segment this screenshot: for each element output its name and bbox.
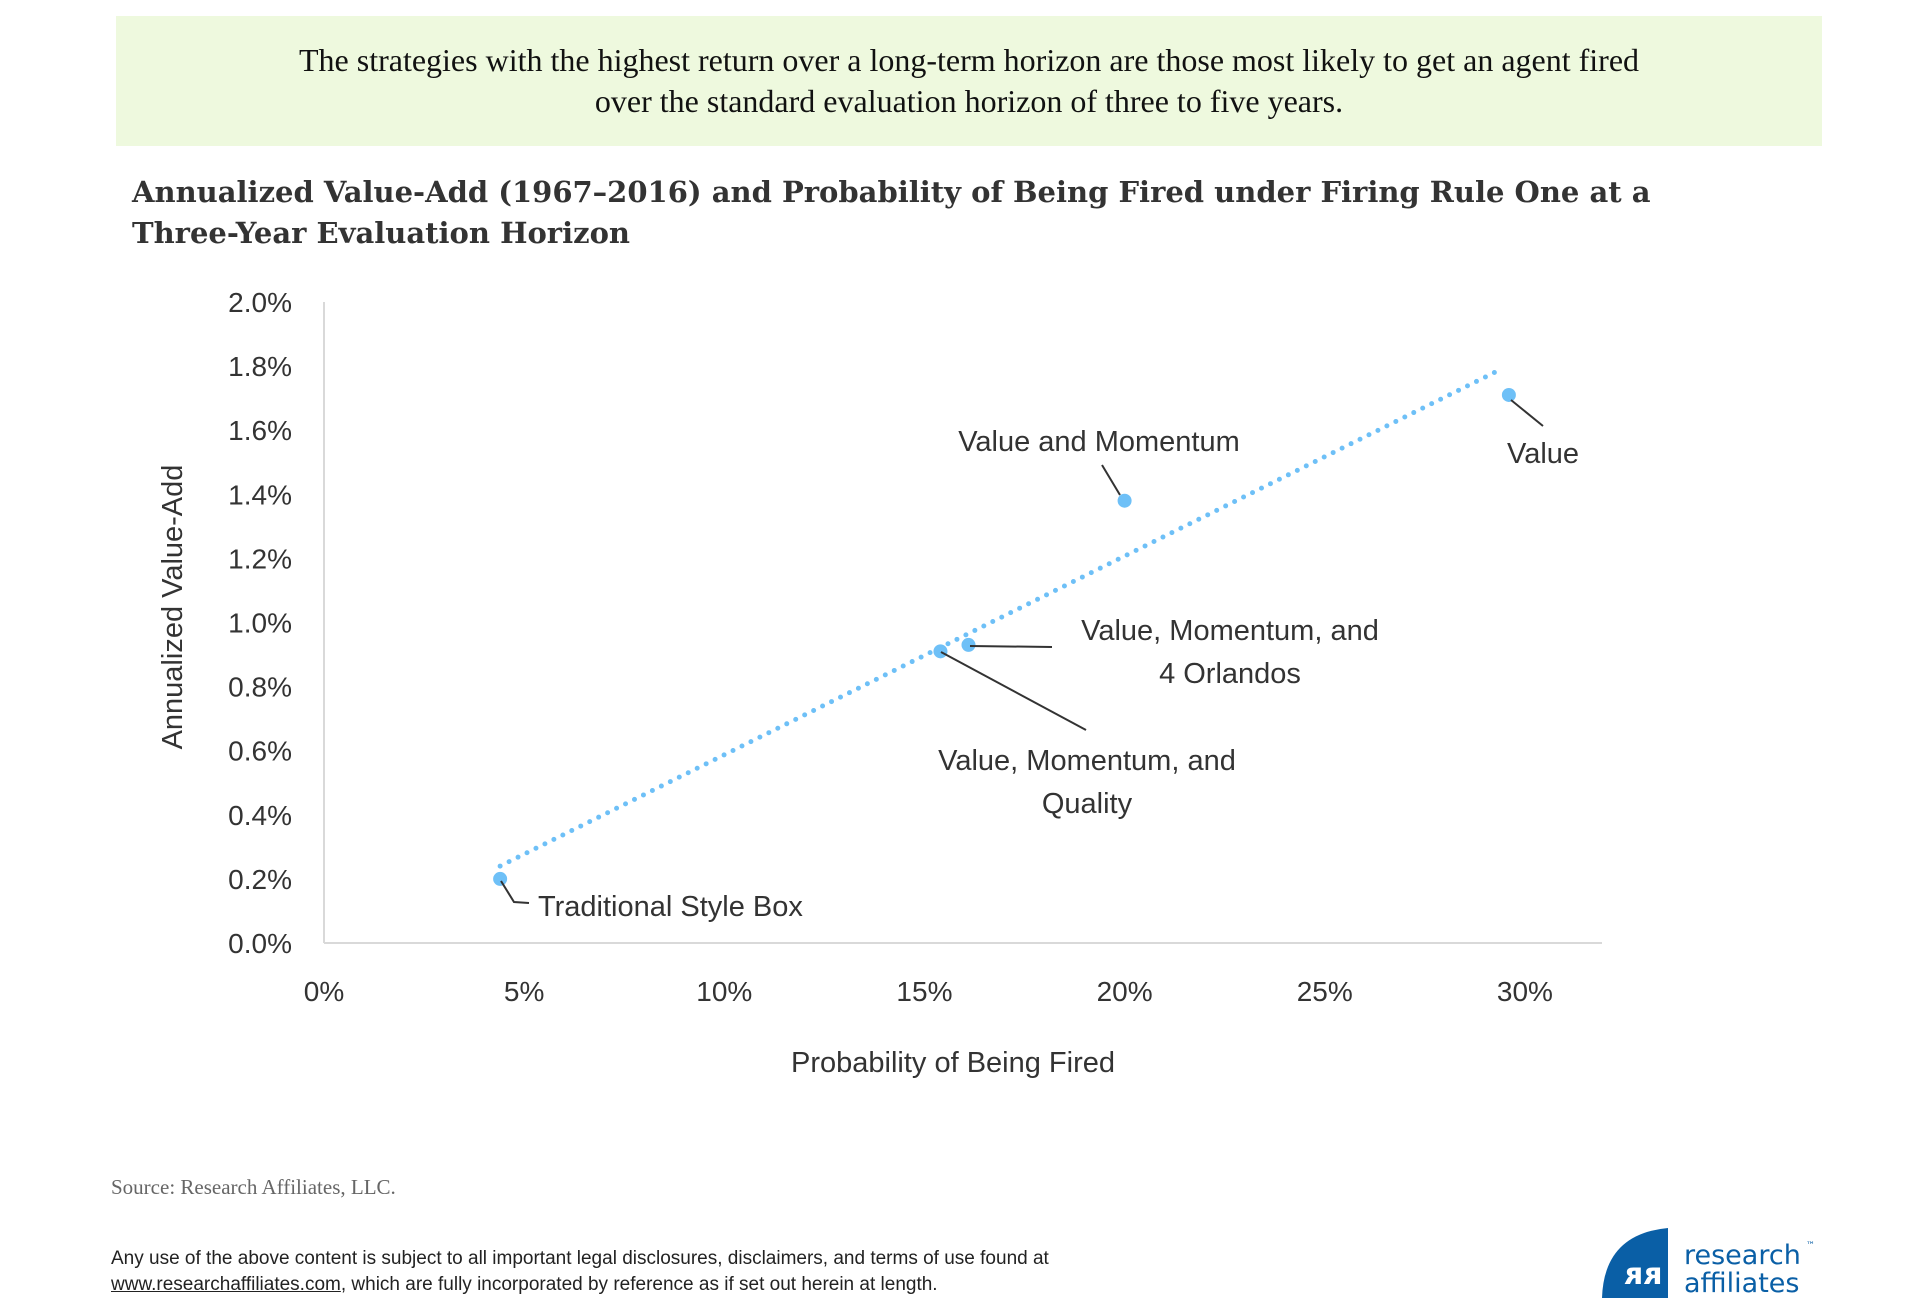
point-label-value-momentum-4-orlandos: 4 Orlandos <box>1159 658 1301 690</box>
y-tick-label: 0.6% <box>228 736 292 767</box>
x-tick-label: 10% <box>696 976 752 1007</box>
source-note: Source: Research Affiliates, LLC. <box>111 1175 396 1199</box>
y-tick-label: 0.2% <box>228 864 292 895</box>
disclaimer-line-2: , which are fully incorporated by refere… <box>340 1274 938 1295</box>
y-tick-label: 2.0% <box>228 287 292 318</box>
x-tick-label: 15% <box>896 976 952 1007</box>
y-tick-label: 1.6% <box>228 415 292 446</box>
y-tick-label: 0.8% <box>228 672 292 703</box>
label-leader-line <box>500 880 530 904</box>
data-point <box>933 644 948 659</box>
label-leader-line <box>940 651 1087 731</box>
point-label-traditional-style-box: Traditional Style Box <box>538 891 803 923</box>
x-tick-label: 30% <box>1497 976 1553 1007</box>
logo-text-affiliates: affiliates <box>1684 1268 1799 1299</box>
point-label-value: Value <box>1507 438 1579 470</box>
y-axis-title: Annualized Value-Add <box>157 465 189 750</box>
trendline <box>497 366 1504 869</box>
y-tick-label: 1.2% <box>228 543 292 574</box>
y-tick-label: 1.0% <box>228 608 292 639</box>
logo-mark-icon <box>1602 1228 1668 1298</box>
point-label-value-momentum-quality: Value, Momentum, and <box>938 745 1236 777</box>
disclaimer-line-1: Any use of the above content is subject … <box>111 1248 1049 1269</box>
research-affiliates-logo: ᴙᴙ research ™ affiliates <box>1602 1228 1815 1299</box>
x-tick-label: 0% <box>304 976 344 1007</box>
label-leader-line <box>1510 399 1544 427</box>
data-point <box>493 871 508 886</box>
headline-banner: The strategies with the highest return o… <box>116 16 1822 146</box>
disclaimer: Any use of the above content is subject … <box>111 1246 1049 1298</box>
x-tick-label: 25% <box>1297 976 1353 1007</box>
y-tick-label: 1.8% <box>228 351 292 382</box>
chart-title-line-1: Annualized Value-Add (1967–2016) and Pro… <box>132 175 1651 209</box>
data-point <box>961 637 976 652</box>
y-tick-label: 0.4% <box>228 800 292 831</box>
y-tick-label: 1.4% <box>228 479 292 510</box>
point-label-value-momentum-4-orlandos: Value, Momentum, and <box>1081 615 1379 647</box>
data-point <box>1117 493 1132 508</box>
label-leader-line <box>1101 464 1121 496</box>
svg-text:ᴙᴙ: ᴙᴙ <box>1624 1257 1663 1292</box>
x-tick-label: 5% <box>504 976 544 1007</box>
point-label-value-momentum-quality: Quality <box>1042 788 1133 820</box>
x-tick-label: 20% <box>1097 976 1153 1007</box>
label-leader-line <box>969 645 1053 648</box>
chart-title-line-2: Three-Year Evaluation Horizon <box>132 216 630 250</box>
x-axis-title: Probability of Being Fired <box>791 1047 1115 1079</box>
chart-title: Annualized Value-Add (1967–2016) and Pro… <box>132 172 1832 254</box>
point-label-value-and-momentum: Value and Momentum <box>958 426 1240 458</box>
website-link[interactable]: www.researchaffiliates.com <box>111 1274 341 1295</box>
y-tick-label: 0.0% <box>228 928 292 959</box>
data-point <box>1501 387 1516 402</box>
logo-text-research: research <box>1684 1240 1801 1271</box>
logo-tm: ™ <box>1806 1241 1815 1251</box>
headline-line-1: The strategies with the highest return o… <box>298 42 1640 78</box>
headline-line-2: over the standard evaluation horizon of … <box>594 83 1344 119</box>
